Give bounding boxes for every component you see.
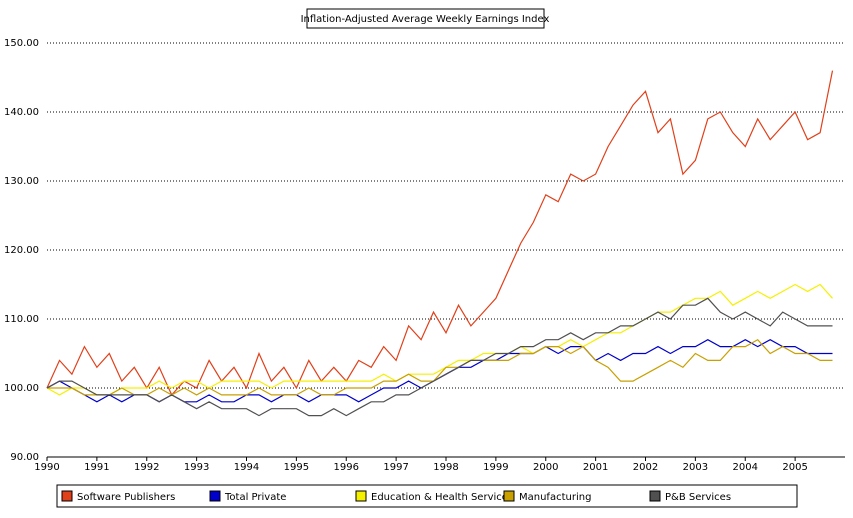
x-tick-label: 2000 (533, 462, 558, 473)
x-tick-label: 1993 (184, 462, 209, 473)
x-tick-label: 1997 (383, 462, 408, 473)
y-tick-label: 150.00 (4, 38, 39, 49)
legend-label: Software Publishers (77, 492, 175, 503)
y-tick-label: 140.00 (4, 107, 39, 118)
x-tick-label: 2001 (583, 462, 608, 473)
x-tick-label: 1991 (84, 462, 109, 473)
legend-swatch (649, 490, 661, 502)
x-tick-label: 1990 (34, 462, 59, 473)
x-tick-label: 1996 (334, 462, 359, 473)
x-tick-label: 1994 (234, 462, 259, 473)
y-tick-label: 90.00 (10, 452, 39, 463)
y-tick-label: 130.00 (4, 176, 39, 187)
legend-swatch (209, 490, 221, 502)
legend-label: P&B Services (665, 492, 731, 503)
legend-swatch (355, 490, 367, 502)
x-tick-label: 2004 (733, 462, 758, 473)
legend-label: Education & Health Services (371, 492, 513, 503)
series-line (46, 297, 833, 417)
x-tick-label: 1992 (134, 462, 159, 473)
x-tick-label: 1999 (483, 462, 508, 473)
legend-label: Total Private (224, 492, 286, 503)
series-line (46, 70, 834, 396)
x-tick-label: 2002 (633, 462, 658, 473)
series-line (47, 338, 833, 396)
chart-title: Inflation-Adjusted Average Weekly Earnin… (301, 14, 550, 25)
x-tick-label: 1998 (433, 462, 458, 473)
legend-label: Manufacturing (519, 492, 591, 503)
series-line (46, 283, 833, 396)
legend-swatch (503, 490, 515, 502)
legend-box (56, 484, 798, 508)
y-tick-label: 110.00 (4, 314, 39, 325)
legend-swatch (61, 490, 73, 502)
x-tick-label: 2003 (683, 462, 708, 473)
title-box (306, 8, 545, 29)
y-tick-label: 120.00 (4, 245, 39, 256)
y-tick-label: 100.00 (4, 383, 39, 394)
x-tick-label: 1995 (284, 462, 309, 473)
x-tick-label: 2005 (782, 462, 807, 473)
